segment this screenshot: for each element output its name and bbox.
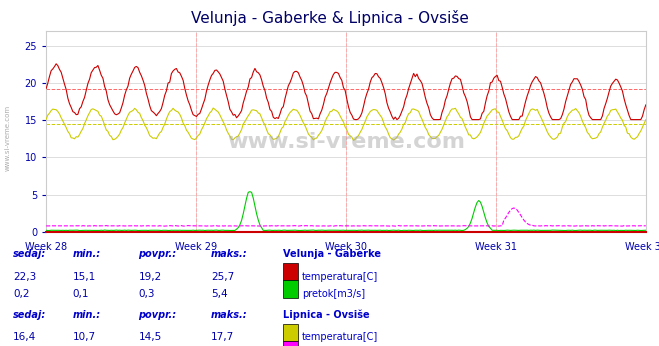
Text: povpr.:: povpr.: [138,310,177,320]
Text: sedaj:: sedaj: [13,310,46,320]
Text: www.si-vreme.com: www.si-vreme.com [227,131,465,152]
Text: 5,4: 5,4 [211,289,227,299]
Text: 0,3: 0,3 [138,289,155,299]
Text: pretok[m3/s]: pretok[m3/s] [302,289,365,299]
Text: 14,5: 14,5 [138,332,161,342]
Text: 15,1: 15,1 [72,272,96,282]
Text: povpr.:: povpr.: [138,249,177,259]
Text: Velunja - Gaberke: Velunja - Gaberke [283,249,382,259]
Text: 25,7: 25,7 [211,272,234,282]
Text: 0,1: 0,1 [72,289,89,299]
Text: min.:: min.: [72,310,101,320]
Text: www.si-vreme.com: www.si-vreme.com [5,105,11,172]
Text: 10,7: 10,7 [72,332,96,342]
Text: Lipnica - Ovsiše: Lipnica - Ovsiše [283,310,370,320]
Text: temperatura[C]: temperatura[C] [302,272,378,282]
Text: maks.:: maks.: [211,310,248,320]
Text: Velunja - Gaberke & Lipnica - Ovsiše: Velunja - Gaberke & Lipnica - Ovsiše [190,10,469,26]
Text: 17,7: 17,7 [211,332,234,342]
Text: 19,2: 19,2 [138,272,161,282]
Text: sedaj:: sedaj: [13,249,46,259]
Text: 22,3: 22,3 [13,272,36,282]
Text: 16,4: 16,4 [13,332,36,342]
Text: maks.:: maks.: [211,249,248,259]
Text: min.:: min.: [72,249,101,259]
Text: 0,2: 0,2 [13,289,30,299]
Text: temperatura[C]: temperatura[C] [302,332,378,342]
